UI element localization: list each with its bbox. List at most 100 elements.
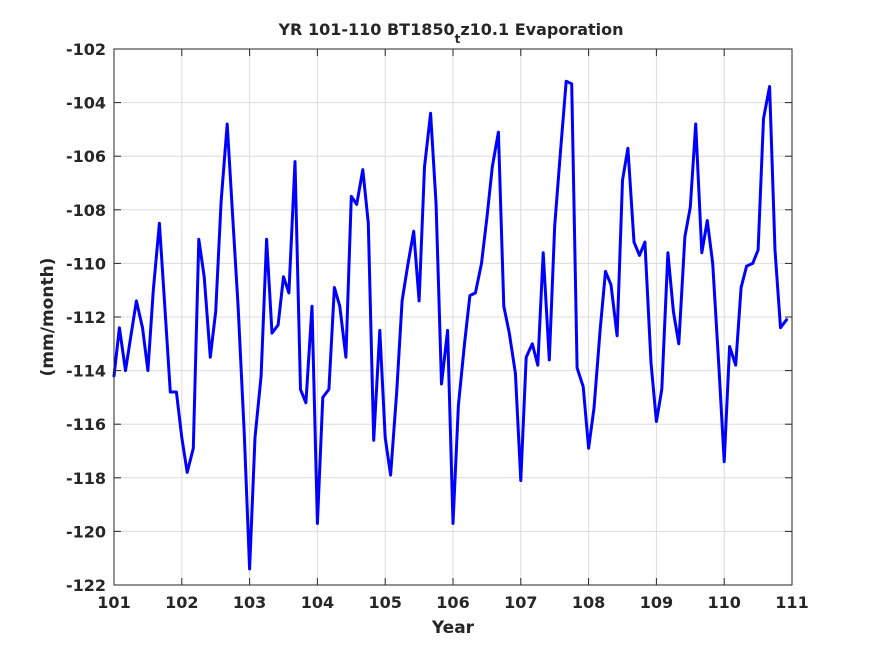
data-point <box>762 117 765 120</box>
data-point <box>599 329 601 332</box>
data-point <box>135 300 138 302</box>
data-point <box>418 300 420 302</box>
data-point <box>689 206 692 208</box>
data-point <box>237 305 239 308</box>
chart-title-prefix: YR 101-110 BT1850 <box>277 20 454 39</box>
chart-title: YR 101-110 BT1850tz10.1 Evaporation <box>277 20 623 46</box>
data-point <box>593 407 595 409</box>
y-tick-label: -116 <box>66 415 106 434</box>
data-point <box>362 168 364 171</box>
data-point <box>435 203 437 206</box>
data-point <box>694 123 697 125</box>
data-point <box>667 251 669 254</box>
data-point <box>124 369 127 372</box>
data-point <box>650 361 652 364</box>
data-point <box>322 396 324 399</box>
x-tick-label: 111 <box>775 593 808 612</box>
data-point <box>339 305 341 308</box>
data-point <box>231 214 234 216</box>
data-point <box>463 343 466 345</box>
data-point <box>711 262 714 265</box>
data-point <box>621 179 624 182</box>
data-point <box>220 201 222 203</box>
data-point <box>299 388 302 391</box>
data-point <box>198 238 200 241</box>
data-point <box>491 166 494 168</box>
data-point <box>333 286 336 289</box>
x-tick-label: 109 <box>640 593 673 612</box>
data-point <box>480 262 483 265</box>
data-point <box>316 522 319 525</box>
data-point <box>203 276 205 278</box>
data-point <box>672 310 675 313</box>
data-point <box>260 375 262 377</box>
data-point <box>768 85 771 88</box>
chart-title-suffix: z10.1 Evaporation <box>460 20 623 39</box>
data-point <box>661 388 663 391</box>
data-point <box>655 420 658 423</box>
data-point <box>406 265 409 267</box>
y-tick-label: -122 <box>66 576 106 595</box>
data-point <box>277 324 279 326</box>
data-point <box>372 439 375 442</box>
data-point <box>497 131 500 133</box>
data-point <box>226 123 228 125</box>
data-point <box>718 364 720 367</box>
x-tick-label: 108 <box>572 593 605 612</box>
data-point <box>508 332 511 334</box>
y-axis-title: (mm/month) <box>38 258 58 377</box>
data-point <box>548 359 551 361</box>
x-tick-label: 104 <box>301 593 334 612</box>
data-point <box>175 391 178 393</box>
data-point <box>582 385 584 388</box>
data-point <box>779 326 782 329</box>
y-tick-label: -118 <box>66 469 106 488</box>
data-point <box>169 391 172 393</box>
x-tick-label: 105 <box>368 593 401 612</box>
data-point <box>345 356 347 359</box>
data-point <box>305 402 307 404</box>
x-tick-label: 103 <box>233 593 266 612</box>
data-point <box>423 166 426 168</box>
data-point <box>514 372 517 375</box>
data-point <box>723 460 725 463</box>
data-point <box>254 436 256 439</box>
data-point <box>469 294 471 297</box>
data-point <box>701 251 703 254</box>
data-point <box>537 364 539 367</box>
data-point <box>350 195 353 198</box>
data-point <box>282 276 285 278</box>
data-point <box>384 436 387 439</box>
data-point <box>328 388 330 391</box>
data-point <box>542 251 544 254</box>
data-point <box>565 80 567 82</box>
data-point <box>531 343 534 345</box>
ticks: 101 102 103 104 105 106 107 108 109 110 111 -122 -12… <box>66 40 809 612</box>
y-tick-label: -106 <box>66 147 106 166</box>
data-point <box>678 343 680 345</box>
data-point <box>452 522 454 525</box>
data-point <box>152 289 155 292</box>
data-point <box>740 286 742 289</box>
data-point <box>559 155 561 157</box>
y-tick-label: -120 <box>66 522 106 541</box>
chart-title-subscript: t <box>455 32 461 46</box>
y-tick-label: -112 <box>66 308 106 327</box>
data-point <box>192 447 195 450</box>
data-point <box>440 383 443 385</box>
series-layer <box>112 79 789 571</box>
data-point <box>604 270 607 273</box>
data-point <box>164 305 166 308</box>
x-tick-label: 106 <box>436 593 469 612</box>
data-point <box>389 474 392 476</box>
data-point <box>311 305 313 308</box>
data-point <box>644 241 646 243</box>
y-tick-label: -108 <box>66 201 106 220</box>
y-tick-label: -110 <box>66 254 106 273</box>
data-point <box>570 83 573 85</box>
data-point <box>525 356 527 359</box>
data-point <box>627 147 629 149</box>
data-point <box>728 345 731 348</box>
